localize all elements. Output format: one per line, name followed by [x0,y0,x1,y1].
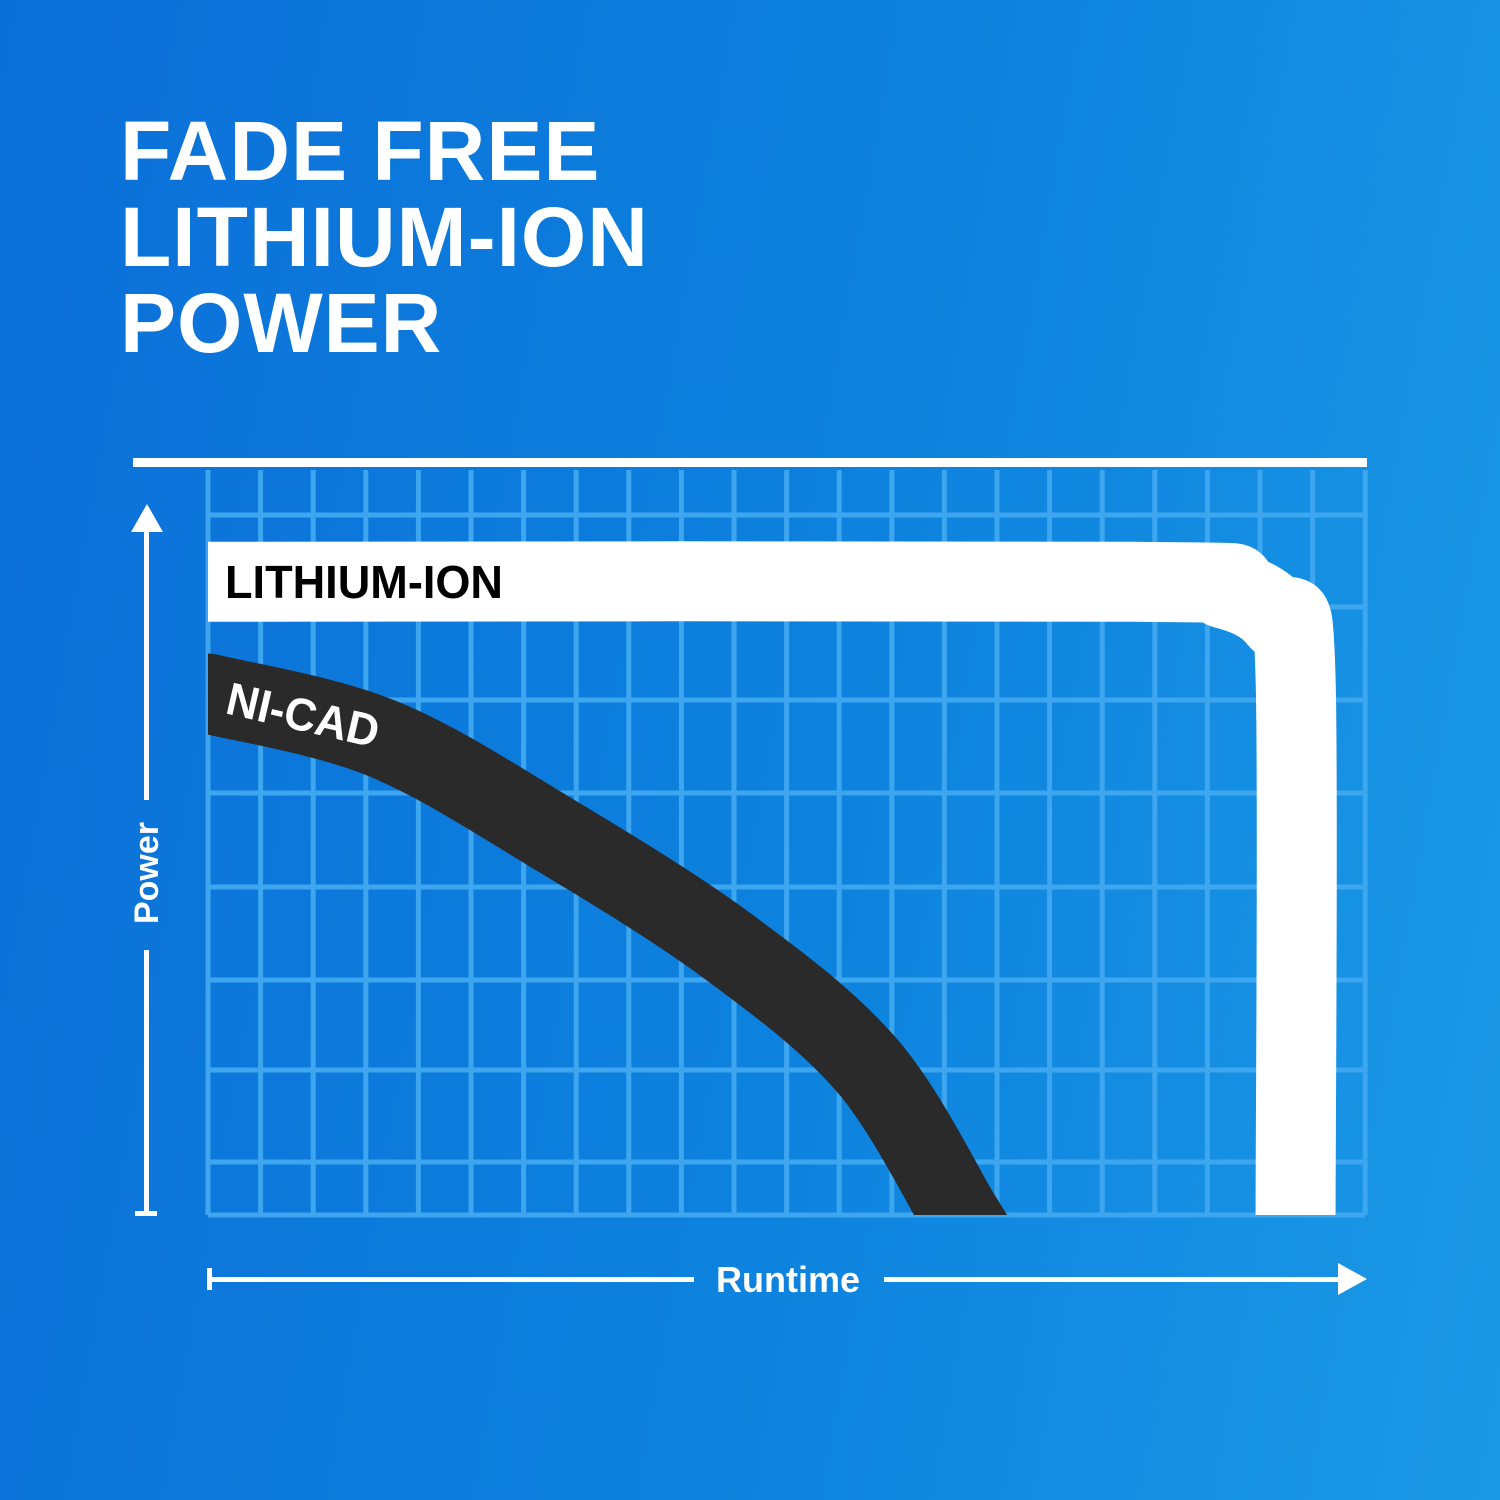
x-axis-line-right [884,1277,1344,1282]
series-line-lithium-ion [208,541,1337,1215]
x-axis: Runtime [207,1259,1367,1300]
x-axis-arrowhead-icon [1338,1263,1367,1295]
x-axis-line-left [208,1277,694,1282]
y-axis-label: Power [128,822,166,924]
headline: FADE FREE LITHIUM-ION POWER [120,108,649,366]
y-axis-line-upper [144,528,149,800]
headline-line-2: LITHIUM-ION [120,190,649,284]
y-axis-line-lower [144,950,149,1215]
headline-line-1: FADE FREE [120,104,601,198]
y-axis-end-tick [135,1211,157,1216]
series-label-lithium-ion: LITHIUM-ION [225,556,503,608]
y-axis-arrowhead-icon [131,504,163,532]
series-line-ni-cad [208,653,1008,1215]
y-axis: Power [128,504,166,1216]
x-axis-label: Runtime [716,1259,860,1300]
top-border-line [133,458,1367,467]
headline-line-3: POWER [120,276,443,370]
